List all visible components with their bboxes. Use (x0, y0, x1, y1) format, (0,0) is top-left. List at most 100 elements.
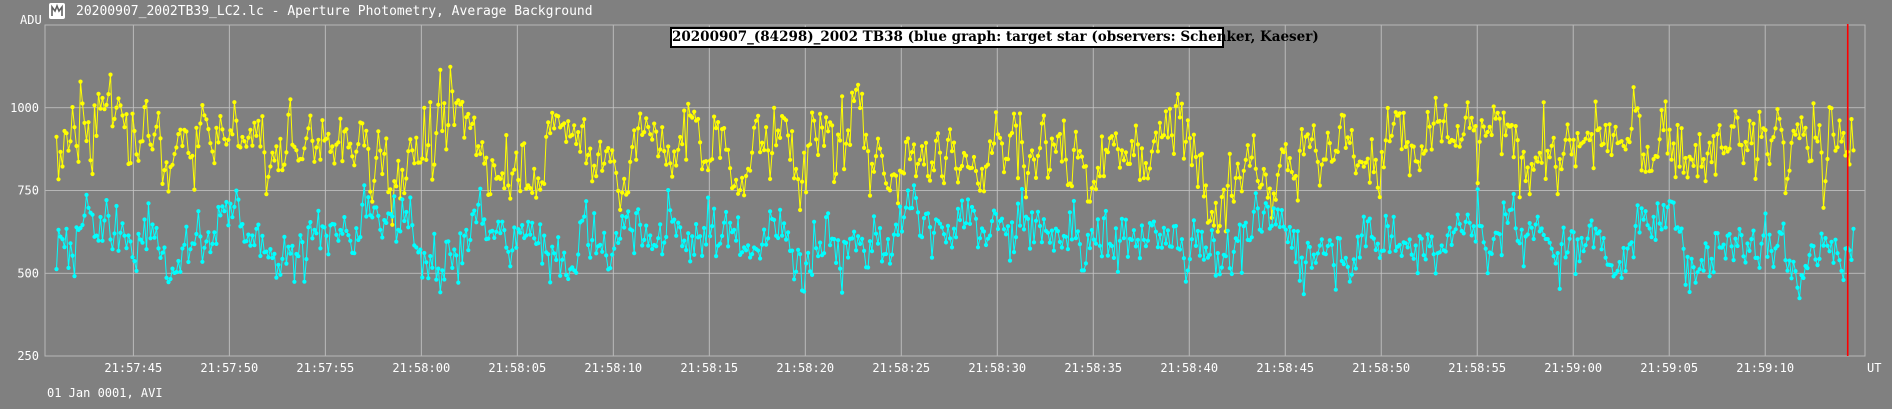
data-point (1197, 253, 1202, 258)
data-point (320, 118, 325, 123)
data-point (1105, 150, 1110, 155)
data-point (1609, 263, 1614, 268)
data-point (1251, 209, 1256, 214)
data-point (1467, 125, 1472, 130)
data-point (1621, 143, 1626, 149)
data-point (708, 234, 713, 239)
data-point (436, 102, 441, 107)
data-point (544, 134, 549, 139)
data-point (993, 211, 999, 216)
data-point (1627, 140, 1632, 145)
data-point (1689, 256, 1694, 261)
data-point (1121, 158, 1126, 163)
data-point (1391, 214, 1396, 219)
data-point (1465, 100, 1470, 105)
data-point (1535, 159, 1540, 164)
data-point (883, 181, 889, 186)
data-point (939, 225, 945, 230)
data-point (1377, 195, 1382, 200)
y-tick-label: 1000 (10, 101, 39, 115)
data-point (62, 245, 67, 250)
data-point (1449, 242, 1454, 247)
data-point (450, 265, 455, 270)
data-point (712, 206, 717, 211)
data-point (512, 167, 517, 172)
data-point (947, 127, 953, 132)
data-point (1525, 165, 1530, 170)
data-point (1509, 207, 1514, 212)
data-point (252, 120, 257, 125)
data-point (911, 142, 917, 147)
data-point (1711, 270, 1716, 275)
data-point (1301, 292, 1306, 297)
data-point (266, 174, 271, 179)
data-point (1503, 133, 1508, 138)
data-point (574, 270, 579, 275)
data-point (408, 137, 413, 142)
data-point (897, 204, 903, 209)
data-point (1343, 145, 1348, 150)
data-point (412, 161, 417, 166)
series-line (56, 185, 1854, 299)
data-point (1723, 256, 1728, 261)
data-point (1483, 246, 1488, 251)
data-point (212, 230, 217, 235)
data-point (682, 108, 687, 113)
data-point (1361, 164, 1366, 169)
data-point (132, 259, 137, 264)
data-point (941, 232, 947, 237)
data-point (1765, 152, 1770, 157)
data-point (796, 177, 801, 182)
data-point (772, 105, 777, 110)
data-point (1399, 147, 1404, 152)
data-point (330, 144, 335, 149)
data-point (1123, 217, 1128, 222)
data-point (1587, 223, 1592, 228)
data-point (442, 101, 447, 106)
data-point (1585, 130, 1590, 135)
data-point (558, 273, 563, 278)
data-point (1849, 117, 1854, 122)
data-point (1687, 289, 1692, 295)
data-point (710, 224, 715, 229)
data-point (70, 253, 75, 258)
data-point (164, 275, 169, 280)
data-point (1739, 143, 1744, 148)
data-point (612, 246, 617, 251)
data-point (478, 151, 483, 156)
data-point (86, 120, 91, 125)
data-point (836, 132, 841, 137)
data-point (1421, 151, 1426, 156)
data-point (1577, 259, 1582, 264)
data-point (1583, 243, 1588, 248)
data-point (1129, 139, 1134, 144)
data-point (1185, 118, 1190, 123)
data-point (790, 129, 795, 134)
data-point (947, 236, 953, 241)
data-point (340, 231, 345, 236)
data-point (478, 186, 483, 191)
data-point (1089, 186, 1094, 191)
x-tick-label: 21:58:45 (1256, 361, 1314, 375)
data-point (1359, 233, 1364, 238)
data-point (1609, 152, 1614, 158)
data-point (1089, 227, 1094, 233)
data-point (200, 259, 205, 264)
data-point (1229, 193, 1234, 198)
data-point (1063, 157, 1068, 162)
data-point (1161, 225, 1166, 230)
data-point (646, 243, 651, 248)
data-point (580, 124, 585, 129)
data-point (1837, 118, 1842, 123)
data-point (1437, 250, 1442, 255)
data-point (308, 220, 313, 225)
data-point (60, 237, 65, 242)
data-point (178, 269, 183, 274)
data-point (502, 228, 507, 233)
data-point (1797, 296, 1802, 301)
data-point (1045, 230, 1050, 235)
data-point (1249, 235, 1254, 240)
data-point (642, 130, 647, 135)
data-point (678, 134, 683, 140)
